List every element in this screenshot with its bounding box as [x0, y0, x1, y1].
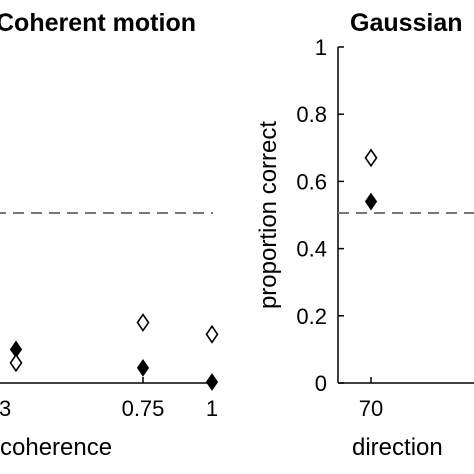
left-open-diamond-marker	[205, 324, 219, 344]
right-y-tick-label: 0.8	[296, 102, 327, 127]
right-y-tick-label: 0.2	[296, 304, 327, 329]
left-x-axis-label: coherence	[0, 434, 112, 461]
right-x-axis-label: direction	[352, 434, 443, 461]
right-x-ticks: 70	[359, 377, 383, 421]
right-open-diamond-marker	[364, 148, 378, 168]
right-data-marks	[364, 148, 378, 211]
left-chart-title: Coherent motion	[0, 9, 196, 37]
right-y-axis-label: proportion correct	[255, 121, 282, 309]
left-x-ticks: 0.3 0.75 1	[0, 377, 218, 421]
left-x-tick-label: 0.75	[122, 396, 165, 421]
left-open-diamond-marker	[136, 313, 150, 332]
right-y-ticks: 0 0.2 0.4 0.6 0.8 1	[296, 35, 344, 396]
left-x-tick-label: 0.3	[0, 396, 11, 421]
right-y-tick-label: 0.4	[296, 237, 327, 262]
coherent-motion-panel: Coherent motion 0.3 0.75 1 coherence	[0, 9, 219, 461]
gaussian-panel: Gaussian 0 0.2 0.4 0.6 0.8 1 70 proportion co…	[255, 9, 474, 461]
right-y-tick-label: 1	[315, 35, 327, 60]
right-y-tick-label: 0	[315, 371, 327, 396]
left-x-tick-label: 1	[206, 396, 218, 421]
left-filled-diamond-marker	[205, 373, 219, 391]
left-filled-diamond-marker	[136, 358, 150, 377]
right-filled-diamond-marker	[364, 192, 378, 211]
right-y-tick-label: 0.6	[296, 169, 327, 194]
right-chart-title: Gaussian	[350, 9, 463, 37]
left-open-diamond-marker	[9, 353, 23, 373]
right-x-tick-label: 70	[359, 396, 383, 421]
left-data-marks	[9, 313, 219, 391]
